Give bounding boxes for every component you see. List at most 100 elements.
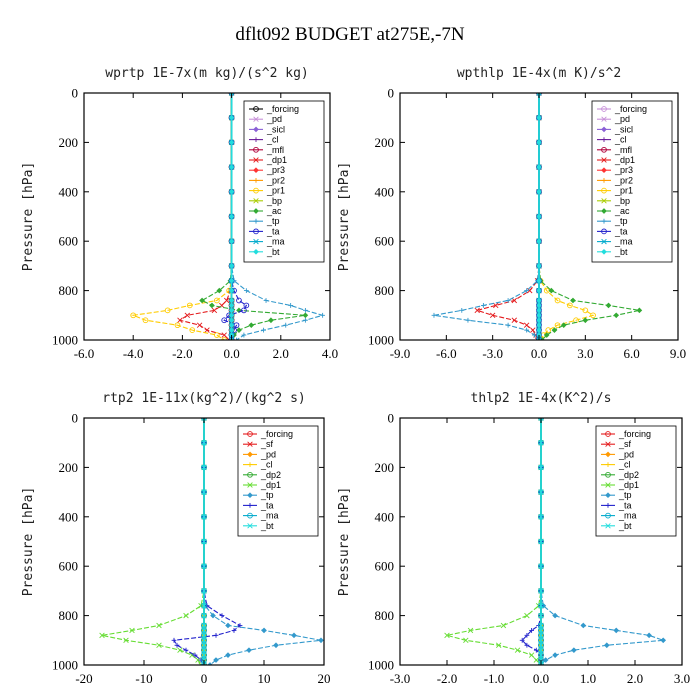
x-tick-label: -4.0 xyxy=(123,346,144,361)
legend-marker xyxy=(247,471,253,478)
data-point xyxy=(174,642,180,648)
legend-label: _sicl xyxy=(266,124,285,134)
data-point xyxy=(529,628,534,633)
legend-label: _bt xyxy=(260,521,274,531)
legend-marker xyxy=(605,431,611,437)
legend-marker xyxy=(247,503,253,508)
x-tick-label: 4.0 xyxy=(322,346,338,361)
legend-label: _bp xyxy=(266,196,282,206)
data-point xyxy=(493,302,499,309)
legend-marker xyxy=(247,512,253,519)
legend-marker xyxy=(601,137,607,142)
legend-label: _ac xyxy=(266,206,282,216)
subplot-title: thlp2 1E-4x(K^2)/s xyxy=(471,391,612,406)
y-axis-label: Pressure [hPa] xyxy=(21,162,36,272)
data-point xyxy=(177,647,183,653)
data-point xyxy=(320,312,326,318)
legend-marker xyxy=(601,157,607,163)
data-point xyxy=(523,322,530,328)
data-point xyxy=(156,622,162,629)
y-tick-label: 400 xyxy=(59,184,79,199)
data-point xyxy=(228,164,235,170)
data-point xyxy=(219,613,225,618)
y-tick-label: 600 xyxy=(375,559,395,574)
data-point xyxy=(489,312,496,319)
data-point xyxy=(213,657,219,663)
data-point xyxy=(195,657,201,663)
data-point xyxy=(636,307,643,314)
data-point xyxy=(201,464,207,471)
data-point xyxy=(201,637,207,644)
x-tick-label: -6.0 xyxy=(436,346,457,361)
data-point xyxy=(216,287,223,294)
data-point xyxy=(536,213,542,220)
data-point xyxy=(538,464,544,471)
legend-label: _bt xyxy=(614,247,628,257)
series-group xyxy=(99,418,324,665)
data-point xyxy=(533,647,539,653)
data-point xyxy=(302,312,309,319)
data-point xyxy=(261,327,266,333)
data-point xyxy=(201,642,207,648)
data-point xyxy=(519,637,525,643)
y-tick-label: 400 xyxy=(375,184,395,199)
data-point xyxy=(288,303,294,308)
series-group xyxy=(431,93,643,340)
data-point xyxy=(213,297,220,304)
data-point xyxy=(183,612,189,619)
legend: _forcing_pd_sicl_cl_mfl_dp1_pr3_pr2_pr1_… xyxy=(591,100,673,263)
data-point xyxy=(524,288,530,293)
data-point xyxy=(538,647,544,653)
x-tick-label: -6.0 xyxy=(74,346,95,361)
data-point xyxy=(177,317,183,323)
data-point xyxy=(199,297,205,304)
data-point xyxy=(261,627,267,634)
legend-label: _dp2 xyxy=(260,470,281,480)
data-point xyxy=(530,327,536,333)
data-point xyxy=(192,652,198,658)
data-point xyxy=(129,627,135,634)
legend-marker xyxy=(253,248,259,255)
legend-marker xyxy=(247,441,253,447)
legend-marker xyxy=(253,157,259,163)
data-point xyxy=(603,642,610,649)
x-tick-label: 10 xyxy=(258,671,271,686)
legend-label: _tp xyxy=(618,490,632,500)
legend-marker xyxy=(253,146,259,153)
data-point xyxy=(538,627,544,634)
data-point xyxy=(538,662,544,665)
y-tick-label: 800 xyxy=(375,608,395,623)
series-group xyxy=(444,418,667,665)
data-point xyxy=(538,563,544,569)
data-point xyxy=(221,337,228,340)
data-point xyxy=(571,647,577,654)
legend-marker xyxy=(247,451,253,458)
legend-marker xyxy=(605,512,611,519)
series-line-ta xyxy=(223,93,248,340)
figure-title: dflt092 BUDGET at275E,-7N xyxy=(235,24,464,45)
data-point xyxy=(536,188,542,195)
legend-label: _pr1 xyxy=(266,186,285,196)
legend-label: _bt xyxy=(618,521,632,531)
data-point xyxy=(590,312,596,319)
data-point xyxy=(210,612,216,619)
legend-marker xyxy=(247,492,253,499)
legend-label: _dp1 xyxy=(260,480,281,490)
legend-box xyxy=(243,100,325,263)
data-point xyxy=(552,612,558,619)
legend-marker xyxy=(253,116,259,122)
data-point xyxy=(538,418,544,421)
subplot-title: wpthlp 1E-4x(m K)/s^2 xyxy=(457,66,621,81)
data-point xyxy=(538,538,544,545)
legend-label: _mfl xyxy=(266,145,284,155)
data-point xyxy=(567,302,573,309)
data-point xyxy=(505,322,511,328)
data-point xyxy=(228,139,235,146)
data-point xyxy=(183,647,189,653)
data-point xyxy=(243,288,249,293)
legend-marker xyxy=(601,218,607,224)
data-point xyxy=(543,332,550,338)
legend-marker xyxy=(247,462,253,467)
data-point xyxy=(580,622,587,629)
series-group xyxy=(130,93,326,340)
